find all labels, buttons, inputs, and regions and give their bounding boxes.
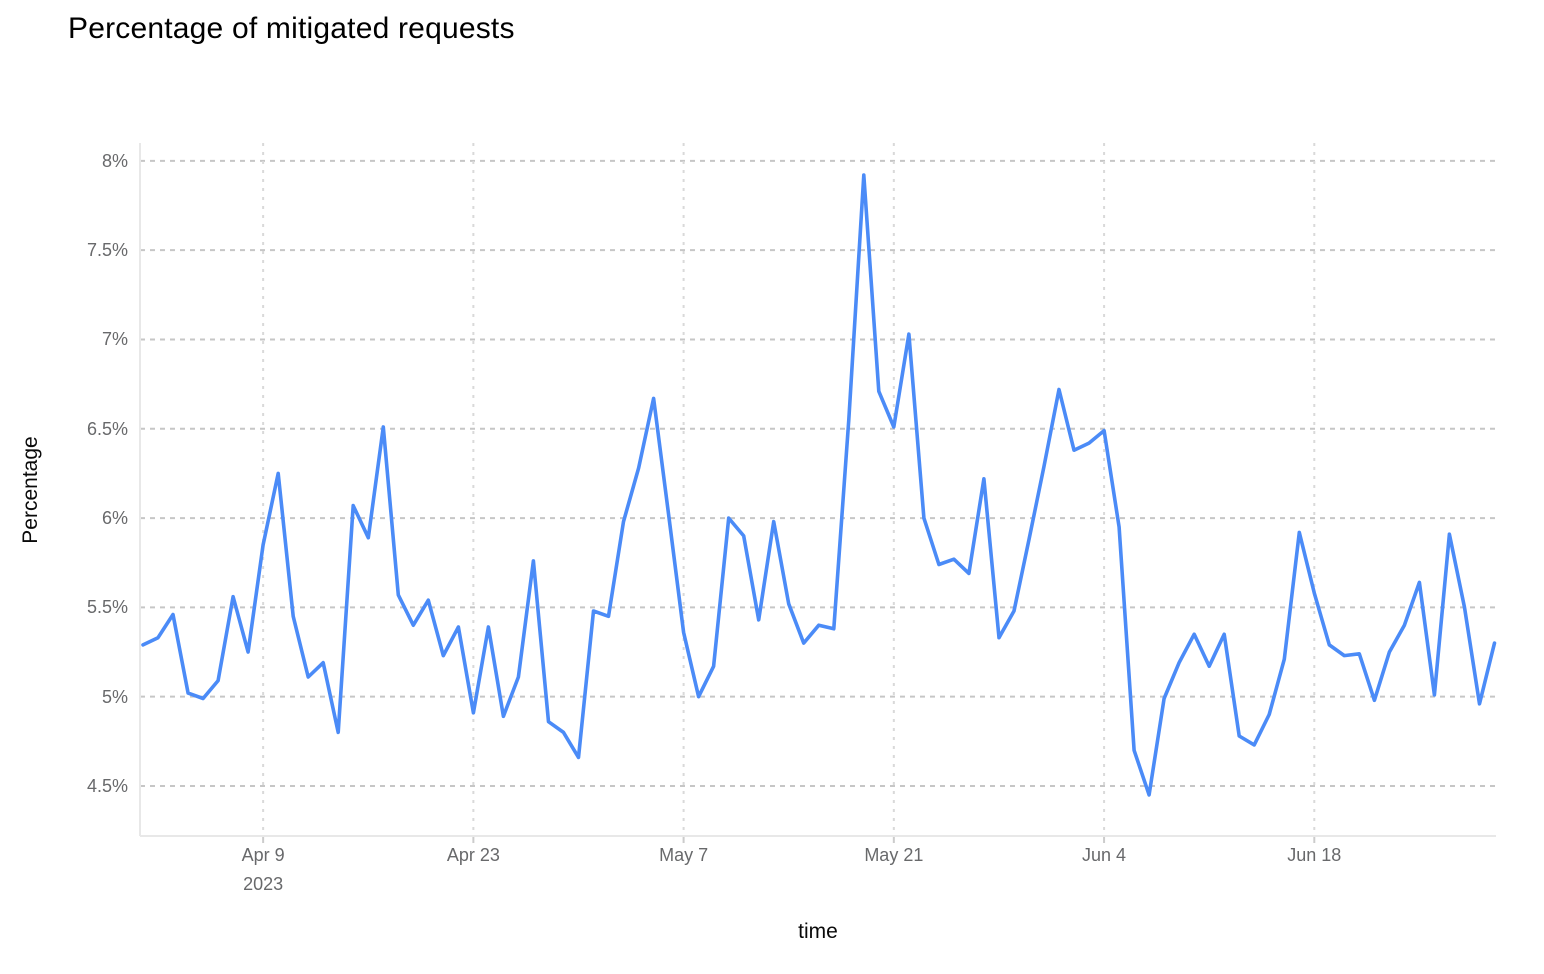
series-line[interactable]: [141, 173, 1497, 797]
y-tick-label: 7.5%: [86, 240, 128, 261]
y-tick-label: 6.5%: [86, 418, 128, 439]
chart-title: Percentage of mitigated requests: [68, 12, 515, 45]
y-tick-label: 4.5%: [86, 775, 128, 796]
y-tick-label: 5%: [101, 686, 128, 707]
x-axis-title: time: [798, 920, 838, 943]
x-tick-label: Jun 18: [1287, 845, 1342, 865]
y-tick-label: 6%: [101, 508, 128, 529]
x-tick-label: May 21: [864, 845, 924, 865]
x-tick-label: Apr 23: [446, 845, 500, 865]
y-tick-label: 7%: [101, 329, 128, 350]
x-tick-label: Jun 4: [1082, 845, 1127, 865]
x-tick-label: May 7: [659, 845, 709, 865]
y-tick-label: 8%: [101, 150, 128, 171]
x-tick-year-label: 2023: [243, 874, 284, 894]
x-tick-label: Apr 9 2023: [203, 846, 323, 893]
y-tick-label: 5.5%: [86, 597, 128, 618]
